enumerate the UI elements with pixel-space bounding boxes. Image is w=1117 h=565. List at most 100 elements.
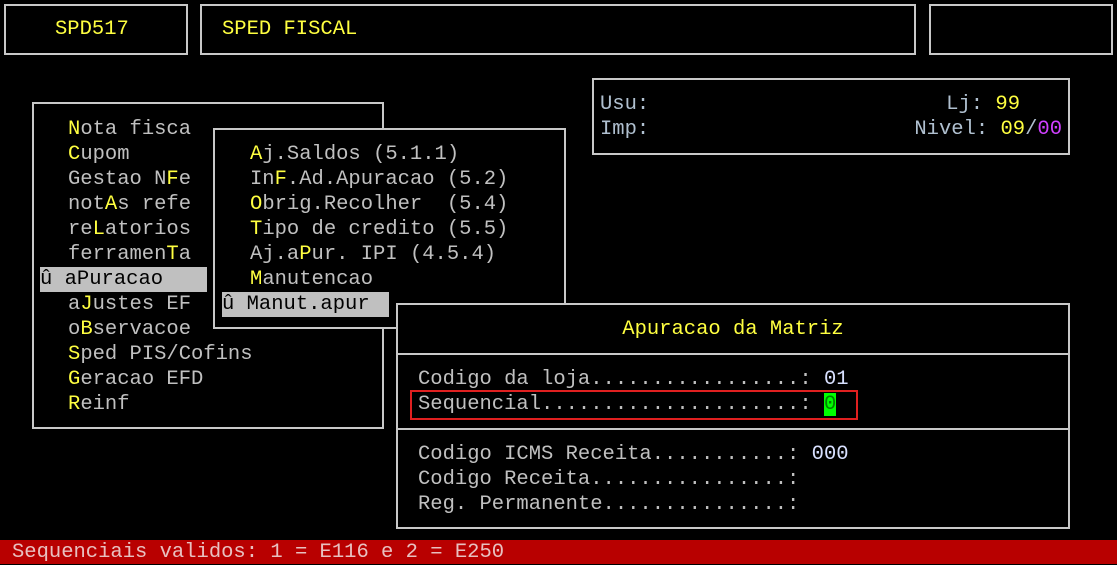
form-field: Codigo da loja.................: 01 <box>418 367 849 392</box>
apuracao-submenu: Aj.Saldos (5.1.1) InF.Ad.Apuracao (5.2) Ob… <box>213 128 566 329</box>
level-label: Nivel: <box>914 118 989 141</box>
menu-item-label: anutencao <box>262 268 374 291</box>
menu-item-label: o <box>68 318 81 341</box>
menu-item-label: upom <box>80 143 130 166</box>
menu-item[interactable]: Reinf <box>68 392 130 417</box>
menu-item-hotkey: A <box>104 193 118 216</box>
menu-item[interactable]: Manutencao <box>250 267 373 292</box>
menu-item-label: a <box>64 268 77 291</box>
divider <box>398 353 1068 355</box>
menu-item[interactable]: oBservacoe <box>68 317 191 342</box>
menu-item-hotkey: C <box>68 143 81 166</box>
menu-item[interactable]: aJustes EF <box>68 292 191 317</box>
form-field: Codigo ICMS Receita...........: 000 <box>418 442 849 467</box>
menu-item[interactable]: notAs refe <box>68 192 191 217</box>
menu-item[interactable]: Cupom <box>68 142 130 167</box>
menu-item-label: .Ad.Apuracao (5.2) <box>286 168 509 191</box>
menu-item-hotkey: F <box>274 168 287 191</box>
menu-item-hotkey: P <box>299 243 312 266</box>
menu-item-label: ipo de credito (5.5) <box>262 218 509 241</box>
menu-item-label: j.Saldos (5.1.1) <box>262 143 460 166</box>
menu-item-label: a <box>68 293 81 316</box>
app-title: SPED FISCAL <box>222 18 358 41</box>
menu-item[interactable]: Sped PIS/Cofins <box>68 342 253 367</box>
menu-item-label: a <box>178 243 192 266</box>
menu-item-hotkey: T <box>250 218 263 241</box>
user-label: Usu: <box>600 93 650 116</box>
program-code-box: SPD517 <box>4 4 188 55</box>
menu-item-label: Aj.a <box>250 243 300 266</box>
field-value: 01 <box>823 368 849 391</box>
level-value-b: 00 <box>1037 118 1062 141</box>
menu-item-hotkey: P <box>76 268 90 291</box>
menu-item-hotkey: O <box>250 193 263 216</box>
menu-item-hotkey: J <box>80 293 93 316</box>
focus-outline <box>410 390 858 420</box>
menu-item-hotkey: R <box>68 393 81 416</box>
menu-item-hotkey: T <box>166 243 179 266</box>
menu-item-label: einf <box>80 393 130 416</box>
menu-item-label: ustes EF <box>92 293 192 316</box>
selected-marker-icon: û <box>222 293 247 316</box>
form-field: Sequencial.....................: 0 <box>418 392 837 417</box>
menu-item-label: ferramen <box>68 243 167 266</box>
menu-item[interactable]: Aj.Saldos (5.1.1) <box>250 142 459 167</box>
menu-item-label: Manut.apur <box>246 293 370 316</box>
store-value: 99 <box>995 93 1020 116</box>
level-info: Nivel: 09/00 <box>914 117 1062 142</box>
menu-item-label: atorios <box>104 218 192 241</box>
menu-item-label: ped PIS/Cofins <box>80 343 253 366</box>
menu-item-hotkey: L <box>92 218 105 241</box>
menu-item-label: In <box>250 168 275 191</box>
dialog-title: Apuracao da Matriz <box>622 318 844 341</box>
menu-item-hotkey: N <box>68 118 81 141</box>
menu-item[interactable]: û Manut.apur <box>222 292 389 317</box>
title-box: SPED FISCAL <box>200 4 916 55</box>
field-label: Codigo da loja.................: <box>418 368 824 391</box>
printer-label: Imp: <box>600 118 650 141</box>
menu-item[interactable]: Nota fisca <box>68 117 191 142</box>
menu-item-hotkey: S <box>68 343 81 366</box>
level-separator: / <box>1025 118 1038 141</box>
menu-item[interactable]: Gestao NFe <box>68 167 191 192</box>
menu-item[interactable]: Tipo de credito (5.5) <box>250 217 508 242</box>
menu-item[interactable]: Geracao EFD <box>68 367 203 392</box>
menu-item-hotkey: B <box>80 318 93 341</box>
menu-item-label: not <box>68 193 105 216</box>
field-label: Codigo Receita................: <box>418 468 812 491</box>
menu-item-label: brig.Recolher (5.4) <box>262 193 509 216</box>
store-info: Lj: 99 <box>946 92 1020 117</box>
menu-item-hotkey: F <box>166 168 179 191</box>
menu-item-label: re <box>68 218 93 241</box>
menu-item-label: servacoe <box>92 318 192 341</box>
level-value-a: 09 <box>1000 118 1026 141</box>
menu-item-hotkey: M <box>250 268 263 291</box>
menu-item[interactable]: Aj.aPur. IPI (4.5.4) <box>250 242 496 267</box>
menu-item-label: e <box>178 168 192 191</box>
menu-item[interactable]: ferramenTa <box>68 242 191 267</box>
menu-item[interactable]: InF.Ad.Apuracao (5.2) <box>250 167 508 192</box>
field-label: Sequencial.....................: <box>418 393 824 416</box>
menu-item-label: uracao <box>89 268 164 291</box>
menu-item[interactable]: û aPuracao <box>40 267 207 292</box>
store-label: Lj: <box>946 93 984 116</box>
form-field: Codigo Receita................: <box>418 467 812 492</box>
status-bar: Sequenciais validos: 1 = E116 e 2 = E250 <box>0 540 1117 564</box>
field-label: Reg. Permanente...............: <box>418 493 812 516</box>
menu-item-hotkey: A <box>250 143 263 166</box>
menu-item[interactable]: reLatorios <box>68 217 191 242</box>
status-message: Sequenciais validos: 1 = E116 e 2 = E250 <box>12 541 505 564</box>
menu-item-label: eracao EFD <box>80 368 204 391</box>
menu-item-label: s refe <box>117 193 192 216</box>
menu-item-label: ota fisca <box>80 118 192 141</box>
apuracao-dialog: Apuracao da Matriz Codigo da loja.......… <box>396 303 1070 529</box>
menu-item-hotkey: G <box>68 368 81 391</box>
selected-marker-icon: û <box>40 268 65 291</box>
divider <box>398 428 1068 430</box>
field-value[interactable]: 0 <box>823 393 837 416</box>
field-value: 000 <box>811 443 849 466</box>
menu-item[interactable]: Obrig.Recolher (5.4) <box>250 192 508 217</box>
info-box: Usu: Imp: Lj: 99 Nivel: 09/00 <box>592 78 1070 155</box>
menu-item-label: Gestao N <box>68 168 167 191</box>
field-label: Codigo ICMS Receita...........: <box>418 443 812 466</box>
